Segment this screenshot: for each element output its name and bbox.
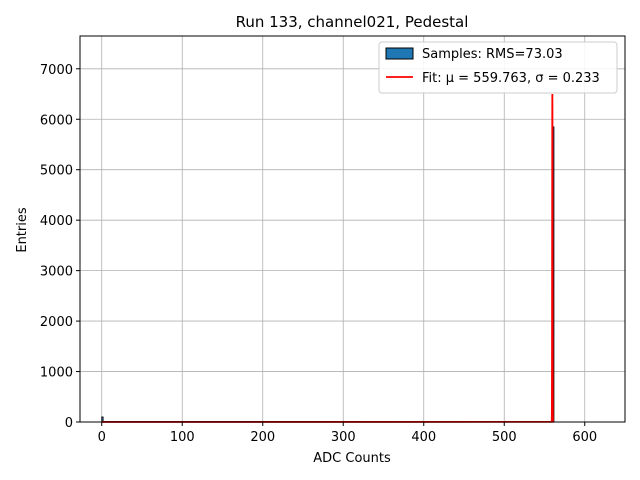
x-tick-label: 500 <box>492 430 517 445</box>
x-tick-label: 0 <box>98 430 106 445</box>
y-tick-label: 2000 <box>40 315 73 330</box>
y-tick-label: 6000 <box>40 113 73 128</box>
plot-frame <box>79 35 626 423</box>
fit-curve-group <box>101 94 554 423</box>
y-tick-label: 1000 <box>40 366 73 381</box>
x-tick-label: 100 <box>170 430 195 445</box>
y-tick-label: 4000 <box>40 214 73 229</box>
legend-fit-label: Fit: μ = 559.763, σ = 0.233 <box>422 71 600 86</box>
y-tick-label: 5000 <box>40 164 73 179</box>
legend-histogram-swatch <box>385 47 414 60</box>
x-tick-label: 600 <box>572 430 597 445</box>
x-tick-label: 400 <box>411 430 436 445</box>
y-tick-label: 3000 <box>40 265 73 280</box>
x-axis-title: ADC Counts <box>313 451 391 466</box>
legend-box <box>378 41 618 94</box>
chart-title: Run 133, channel021, Pedestal <box>236 13 469 31</box>
legend-histogram-label: Samples: RMS=73.03 <box>422 47 563 62</box>
y-tick-label: 7000 <box>40 63 73 78</box>
x-tick-label: 300 <box>331 430 356 445</box>
legend: Samples: RMS=73.03 Fit: μ = 559.763, σ =… <box>378 41 618 94</box>
x-tick-label: 200 <box>250 430 275 445</box>
y-axis-title: Entries <box>15 207 30 253</box>
axis-ticks: 0 100 200 300 400 500 600010002000300040005000… <box>40 63 597 445</box>
y-tick-label: 0 <box>65 416 73 431</box>
fit-curve <box>101 94 554 423</box>
